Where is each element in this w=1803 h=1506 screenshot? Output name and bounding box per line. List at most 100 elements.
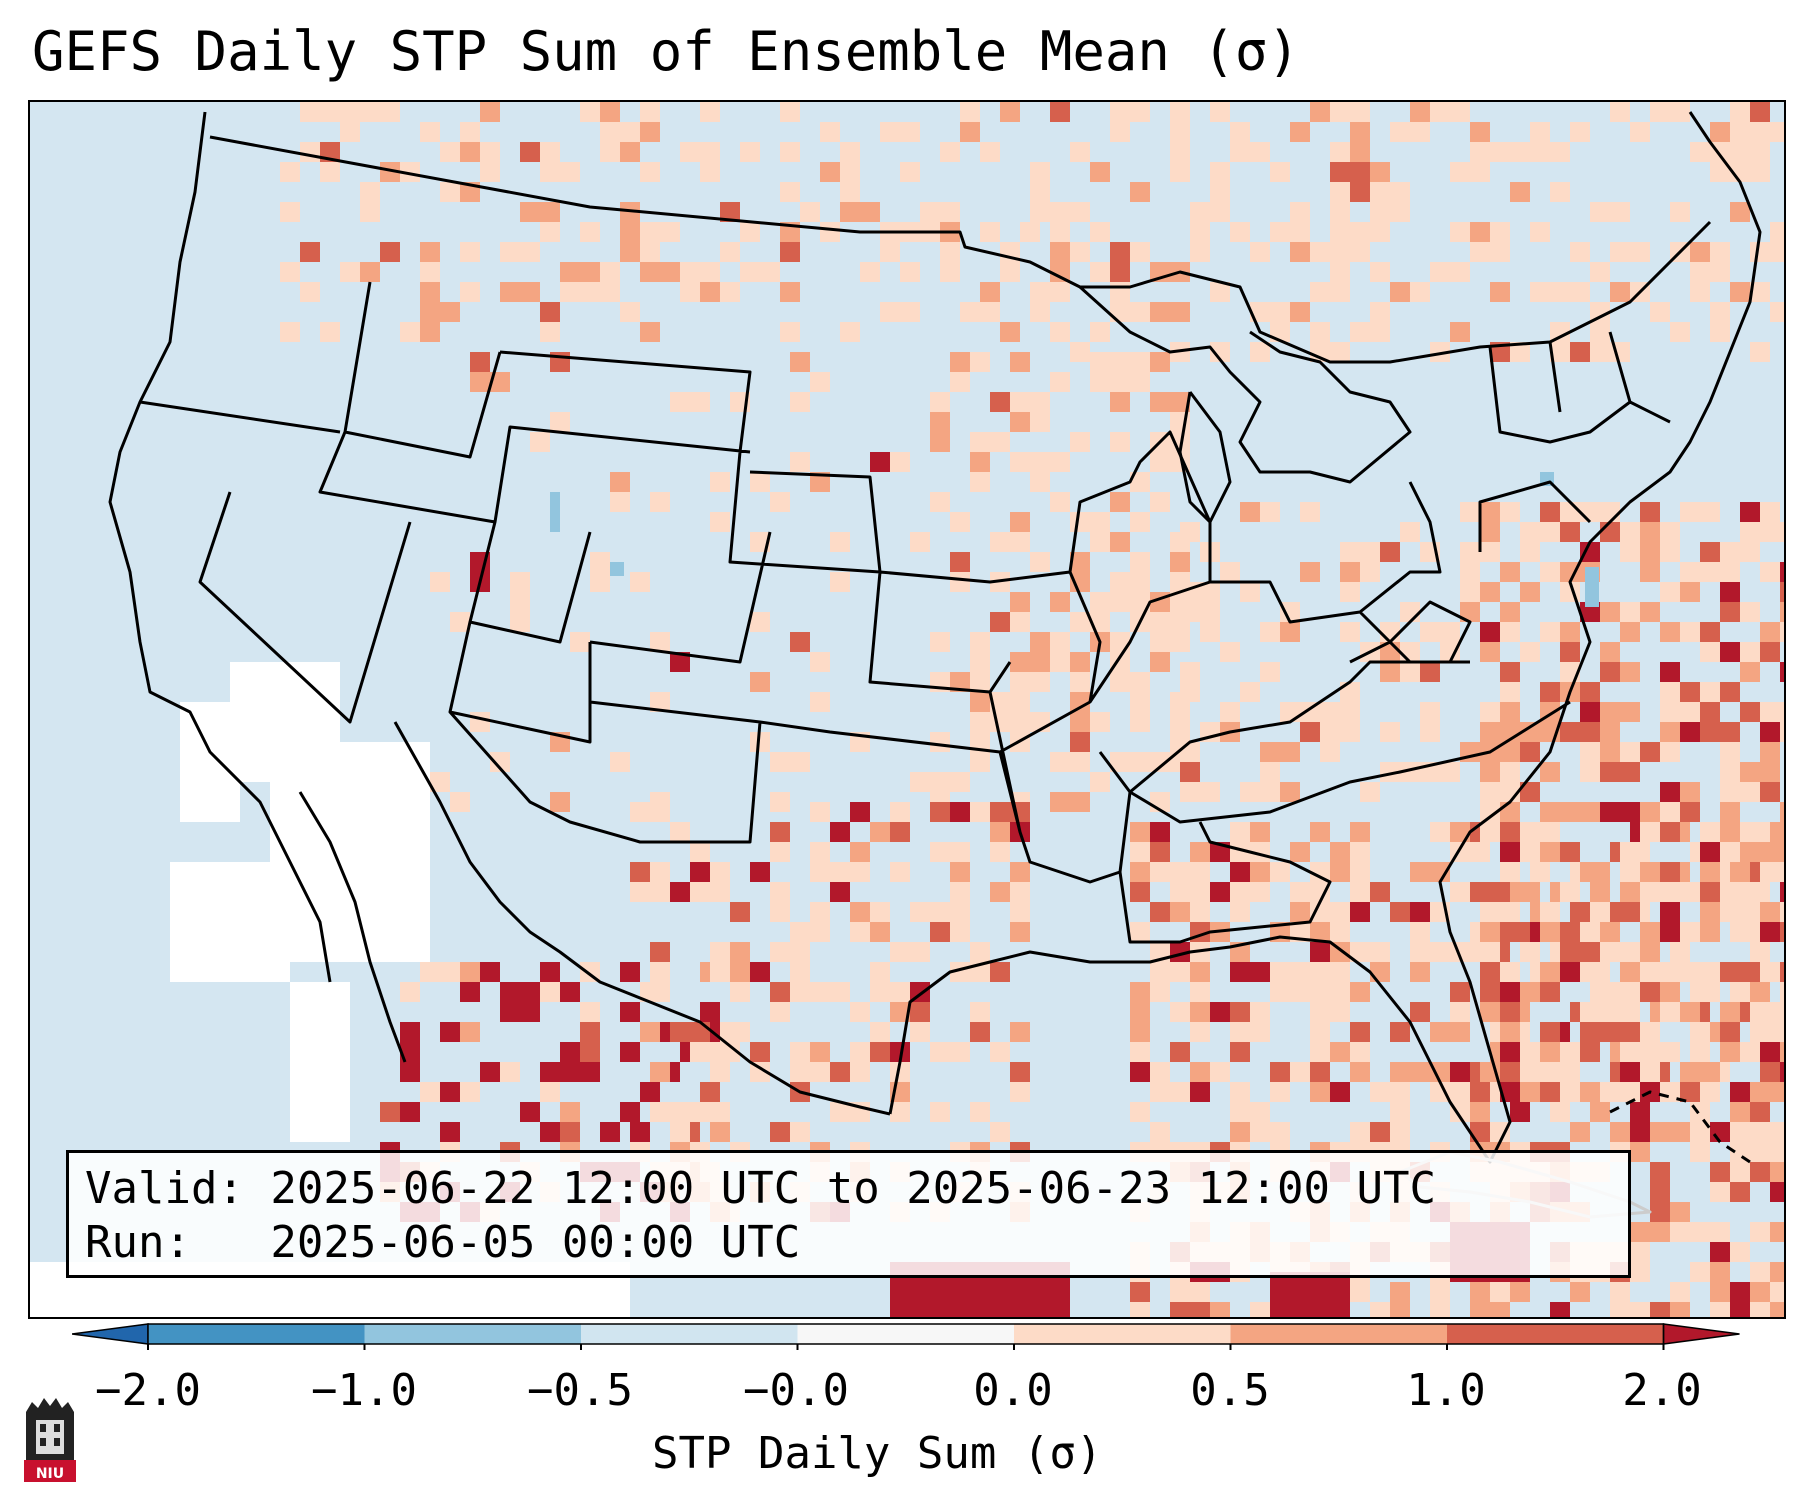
field-cell [1760,622,1780,642]
field-cell [1310,982,1330,1002]
field-cell [1190,1302,1210,1317]
field-cell [730,942,750,962]
field-cell [1580,1042,1600,1062]
field-cell [1230,1102,1250,1122]
field-cell [1110,672,1130,692]
field-cell [1070,512,1090,532]
field-cell [1150,1062,1170,1082]
field-cell [990,712,1010,732]
field-cell [1730,1182,1750,1202]
field-cell [1500,802,1520,822]
field-cell [1370,1122,1390,1142]
field-cell [1130,512,1150,532]
field-cell [1250,1302,1270,1317]
field-cell [600,262,620,282]
field-cell [1650,1222,1670,1242]
field-cell [1350,222,1370,242]
field-cell [1750,982,1770,1002]
field-cell [830,822,850,842]
field-cell [1560,1042,1580,1062]
field-cell [1730,922,1750,942]
field-cell [1620,1042,1640,1062]
field-cell [1720,762,1740,782]
field-cell [930,842,950,862]
field-cell [600,122,620,142]
field-cell [840,182,860,202]
field-cell [690,862,710,882]
field-cell [1070,712,1090,732]
field-cell [1210,1062,1230,1082]
field-cell [380,162,400,182]
field-cell [1640,942,1660,962]
field-cell [300,282,320,302]
field-cell [1600,1002,1620,1022]
field-cell [1420,722,1440,742]
field-cell [950,802,970,822]
field-cell [1600,522,1620,542]
field-cell [1330,982,1350,1002]
field-cell [890,1042,910,1062]
field-cell [1660,822,1680,842]
field-cell [910,772,930,792]
field-cell [850,1062,870,1082]
field-cell [770,902,790,922]
field-cell [1420,622,1440,642]
field-cell [1410,282,1430,302]
field-cell [950,882,970,902]
field-cell [1580,922,1600,942]
field-cell [790,942,810,962]
field-cell [1640,962,1660,982]
field-cell [640,242,660,262]
field-cell [640,1082,660,1102]
field-cell [1410,1002,1430,1022]
field-cell [1480,582,1500,602]
field-cell [1730,202,1750,222]
field-cell [1130,242,1150,262]
field-cell [930,902,950,922]
field-cell [1780,962,1784,982]
field-cell [1010,1022,1030,1042]
field-cell [1520,822,1540,842]
field-cell [1550,322,1570,342]
field-cell [400,982,420,1002]
field-cell [1760,702,1780,722]
field-cell [1450,262,1470,282]
field-cell [1110,432,1130,452]
field-cell [1400,642,1420,662]
field-cell [1740,842,1760,862]
field-cell [1450,1062,1470,1082]
field-cell [1500,562,1520,582]
field-cell [1430,942,1450,962]
field-cell [1470,1102,1490,1122]
field-cell [770,882,790,902]
field-cell [1410,122,1430,142]
field-cell [730,902,750,922]
field-cell [970,1022,990,1042]
field-cell [1550,1102,1570,1122]
field-cell [1540,802,1560,822]
field-cell [910,942,930,962]
field-cell-negative [610,562,624,576]
field-cell [1150,612,1170,632]
field-cell [1500,822,1520,842]
field-cell [1480,962,1500,982]
field-cell [1110,242,1130,262]
field-cell [1770,1162,1784,1182]
field-cell [810,652,830,672]
field-cell [1780,922,1784,942]
field-cell [1350,902,1370,922]
field-cell [1410,862,1430,882]
field-cell [1680,582,1700,602]
field-cell [1750,1222,1770,1242]
field-cell [980,142,1000,162]
field-cell [1580,742,1600,762]
field-cell [1770,1122,1784,1142]
field-cell [1690,1222,1710,1242]
field-cell [1340,542,1360,562]
field-cell [1090,222,1110,242]
field-cell [810,982,830,1002]
field-cell [1030,412,1050,432]
field-cell [1600,742,1620,762]
field-cell [1230,142,1250,162]
field-cell [620,242,640,262]
